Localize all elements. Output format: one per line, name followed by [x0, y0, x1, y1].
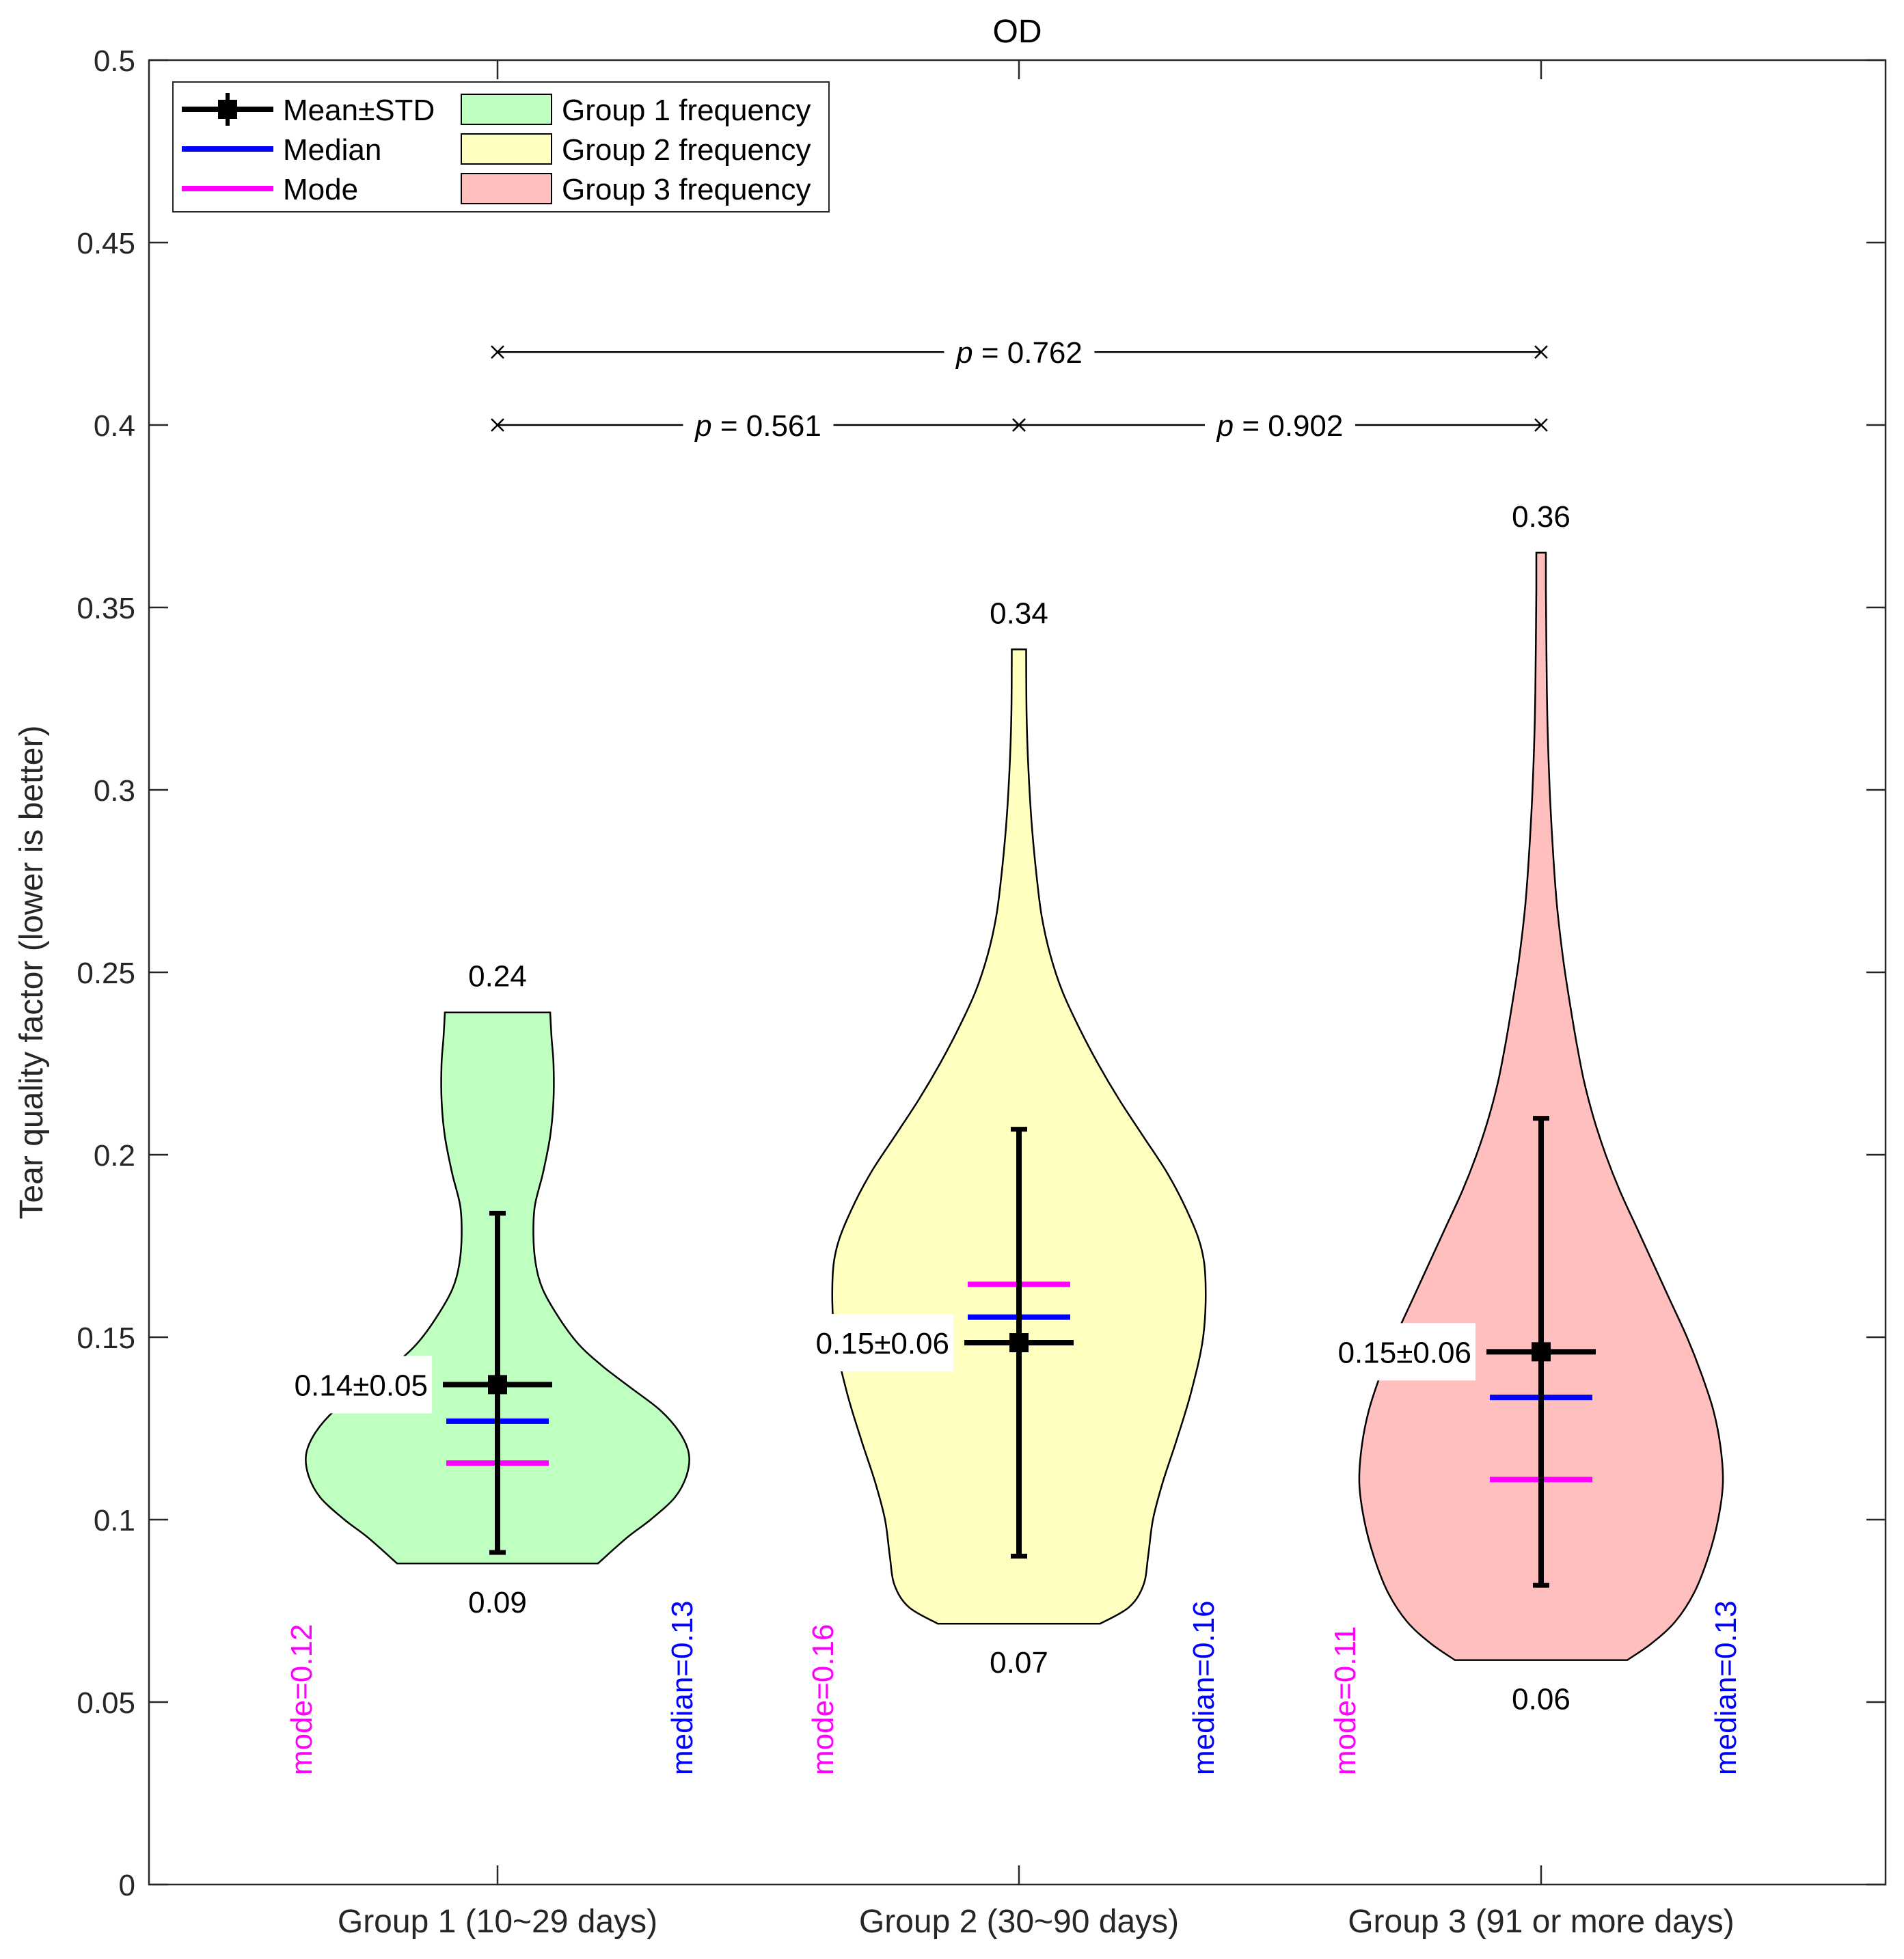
y-tick-label-2: 0.1	[94, 1504, 135, 1537]
mean-marker-group-1	[488, 1375, 507, 1395]
significance-marker-3-1	[1012, 418, 1026, 432]
mode-annotation-group-1: mode=0.12	[285, 1624, 318, 1775]
y-tick-label-8: 0.4	[94, 409, 135, 443]
y-tick-label-5: 0.25	[77, 957, 135, 990]
y-tick-label-3: 0.15	[77, 1321, 135, 1355]
mean-std-label-bg-group-3	[1324, 1323, 1475, 1381]
y-tick-label-7: 0.35	[77, 592, 135, 625]
min-label-group-3: 0.06	[1512, 1683, 1570, 1716]
legend-patch-2	[461, 133, 552, 165]
min-label-group-2: 0.07	[990, 1646, 1048, 1680]
mean-std-label-group-3: 0.15±0.06	[1338, 1336, 1471, 1369]
p-symbol: p	[1216, 409, 1234, 443]
max-label-group-3: 0.36	[1512, 500, 1570, 534]
legend-label-2: Median	[283, 133, 381, 167]
significance-label-1: p = 0.762	[955, 336, 1083, 370]
y-tick-label-0: 0	[119, 1869, 135, 1902]
legend-label-4: Group 1 frequency	[562, 94, 811, 127]
y-tick-label-4: 0.2	[94, 1139, 135, 1173]
mode-annotation-group-3: mode=0.11	[1329, 1626, 1362, 1775]
min-label-group-1: 0.09	[468, 1586, 527, 1619]
p-symbol: p	[955, 336, 973, 370]
significance-marker-3-2	[1534, 418, 1548, 432]
significance-marker-1-2	[1534, 345, 1548, 359]
mode-annotation-group-2: mode=0.16	[806, 1624, 840, 1775]
x-tick-label-1: Group 2 (30~90 days)	[859, 1904, 1179, 1940]
x-tick-label-2: Group 3 (91 or more days)	[1348, 1904, 1735, 1940]
significance-label-2: p = 0.561	[694, 409, 821, 443]
x-tick-label-0: Group 1 (10~29 days)	[338, 1904, 657, 1940]
mean-marker-group-3	[1532, 1342, 1551, 1362]
y-tick-label-6: 0.3	[94, 774, 135, 808]
legend-patch-3	[461, 173, 552, 204]
p-value: = 0.762	[973, 336, 1083, 370]
mean-std-label-bg-group-2	[802, 1314, 953, 1372]
legend-label-5: Group 2 frequency	[562, 133, 811, 167]
mean-std-label-group-2: 0.15±0.06	[816, 1327, 949, 1360]
mean-marker-group-2	[1009, 1333, 1029, 1353]
max-label-group-2: 0.34	[990, 597, 1048, 630]
y-tick-label-10: 0.5	[94, 44, 135, 78]
p-symbol: p	[694, 409, 711, 443]
legend-label-6: Group 3 frequency	[562, 173, 811, 206]
significance-marker-1-1	[491, 345, 504, 359]
max-label-group-1: 0.24	[468, 960, 527, 994]
median-annotation-group-1: median=0.13	[666, 1600, 699, 1775]
median-annotation-group-3: median=0.13	[1709, 1600, 1743, 1775]
p-value: = 0.561	[712, 409, 821, 443]
legend-label-1: Mean±STD	[283, 94, 435, 127]
mean-std-label-group-1: 0.14±0.05	[295, 1369, 428, 1402]
mean-std-label-bg-group-1	[280, 1356, 432, 1414]
y-tick-label-1: 0.05	[77, 1686, 135, 1720]
chart-title: OD	[993, 14, 1042, 50]
legend-patch-1	[461, 94, 552, 125]
significance-marker-2-1	[491, 418, 504, 432]
y-tick-label-9: 0.45	[77, 227, 135, 260]
significance-label-3: p = 0.902	[1216, 409, 1344, 443]
p-value: = 0.902	[1234, 409, 1343, 443]
y-axis-label: Tear quality factor (lower is better)	[14, 726, 50, 1220]
median-annotation-group-2: median=0.16	[1187, 1600, 1221, 1775]
legend-label-3: Mode	[283, 173, 358, 206]
